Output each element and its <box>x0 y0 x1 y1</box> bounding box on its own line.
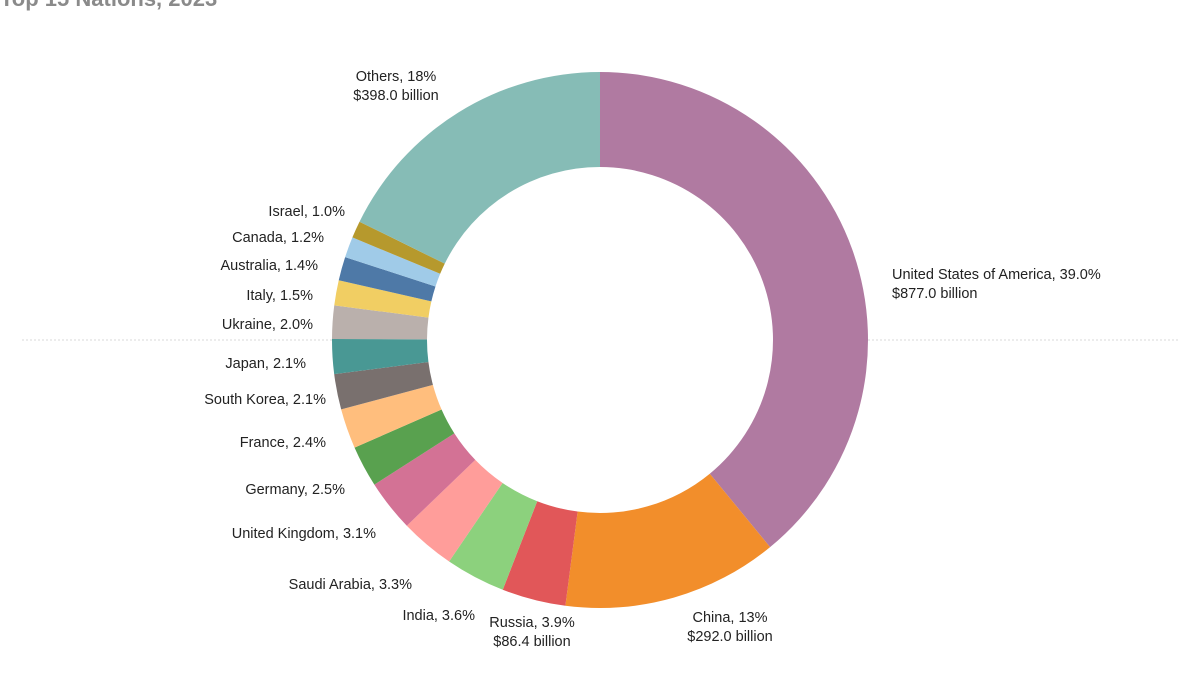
label-australia: Australia, 1.4% <box>220 258 318 274</box>
label-israel: Israel, 1.0% <box>268 204 345 220</box>
slice-germany <box>354 409 455 485</box>
slice-canada <box>345 237 441 287</box>
slice-india <box>449 482 538 590</box>
slice-united-states-of-america <box>600 72 868 548</box>
slice-saudi-arabia <box>406 459 503 562</box>
slice-ukraine <box>332 305 429 340</box>
slice-italy <box>334 280 432 318</box>
label-india: India, 3.6% <box>402 608 475 624</box>
label-germany: Germany, 2.5% <box>245 482 345 498</box>
slice-france <box>341 384 442 448</box>
slice-russia <box>502 501 578 606</box>
slice-china <box>565 473 771 608</box>
slice-japan <box>332 338 429 375</box>
slices-group <box>332 72 868 608</box>
slice-united-kingdom <box>374 433 476 526</box>
chart-title: Top 15 Nations, 2023 <box>0 0 217 12</box>
slice-australia <box>338 257 436 302</box>
label-russia: Russia, 3.9% $86.4 billion <box>489 615 575 650</box>
slice-south-korea <box>334 362 433 410</box>
label-others: Others, 18% $398.0 billion <box>353 69 438 104</box>
label-italy: Italy, 1.5% <box>246 288 313 304</box>
labels-group: United States of America, 39.0% $877.0 bi… <box>204 69 1101 650</box>
label-united-states-of-america: United States of America, 39.0% $877.0 bi… <box>892 267 1101 302</box>
label-japan: Japan, 2.1% <box>225 356 306 372</box>
slice-others <box>359 72 600 264</box>
label-united-kingdom: United Kingdom, 3.1% <box>232 526 376 542</box>
label-canada: Canada, 1.2% <box>232 230 324 246</box>
label-saudi-arabia: Saudi Arabia, 3.3% <box>289 577 412 593</box>
label-china: China, 13% $292.0 billion <box>687 610 772 645</box>
label-south-korea: South Korea, 2.1% <box>204 392 326 408</box>
label-ukraine: Ukraine, 2.0% <box>222 317 313 333</box>
slice-israel <box>352 221 445 274</box>
label-france: France, 2.4% <box>240 435 326 451</box>
